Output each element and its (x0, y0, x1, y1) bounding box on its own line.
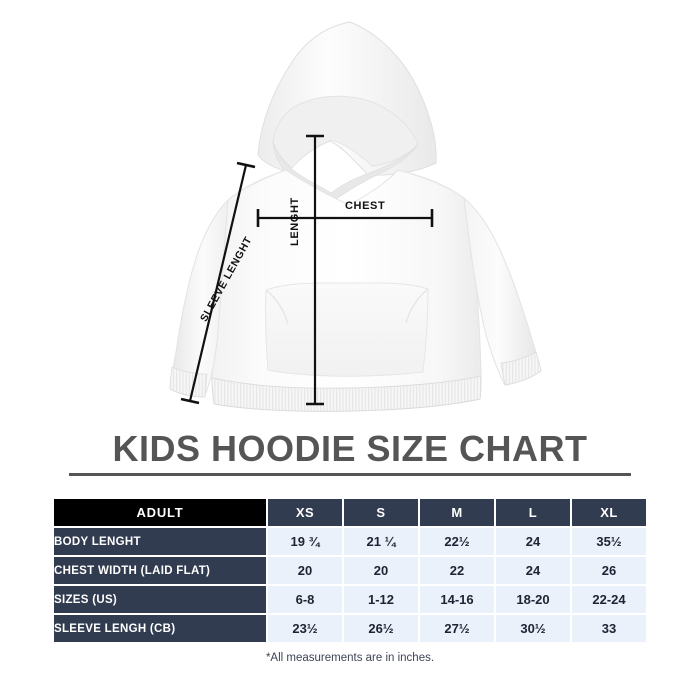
cell-body-length-l: 24 (496, 528, 570, 555)
cell-sizes-us-l: 18-20 (496, 586, 570, 613)
header-adult: ADULT (54, 499, 266, 526)
header-size-xs: XS (268, 499, 342, 526)
row-label-body-length: BODY LENGHT (54, 528, 266, 555)
cell-sizes-us-xs: 6-8 (268, 586, 342, 613)
table-header-row: ADULT XS S M L XL (54, 499, 646, 526)
cell-chest-width-s: 20 (344, 557, 418, 584)
title-block: KIDS HOODIE SIZE CHART (0, 428, 700, 476)
cell-sizes-us-s: 1-12 (344, 586, 418, 613)
title-underline (69, 473, 631, 476)
table-row: BODY LENGHT 19 ¾ 21 ¼ 22½ 24 35½ (54, 528, 646, 555)
table-row: SLEEVE LENGH (CB) 23½ 26½ 27½ 30½ 33 (54, 615, 646, 642)
length-dimension-label: LENGHT (289, 197, 301, 246)
kangaroo-pocket (265, 282, 429, 377)
size-chart-table: ADULT XS S M L XL BODY LENGHT 19 ¾ 21 ¼ … (52, 497, 648, 644)
right-cuff (500, 351, 542, 386)
header-size-l: L (496, 499, 570, 526)
bottom-hem (211, 375, 482, 412)
chest-dimension-label: CHEST (345, 200, 386, 212)
cell-chest-width-l: 24 (496, 557, 570, 584)
left-shoulder-seam (227, 169, 287, 201)
length-measure-line (306, 134, 324, 406)
row-label-sizes-us: SIZES (US) (54, 586, 266, 613)
hoodie-illustration: CHEST LENGHT SLEEVE LENGHT (169, 21, 542, 412)
cell-sleeve-length-l: 30½ (496, 615, 570, 642)
cell-sizes-us-m: 14-16 (420, 586, 494, 613)
hoodie-drawing (169, 21, 542, 412)
cell-body-length-xl: 35½ (572, 528, 646, 555)
cell-chest-width-m: 22 (420, 557, 494, 584)
size-chart-table-container: ADULT XS S M L XL BODY LENGHT 19 ¾ 21 ¼ … (52, 497, 648, 644)
cell-body-length-xs: 19 ¾ (268, 528, 342, 555)
right-shoulder-seam (397, 169, 465, 199)
pocket-left-opening (265, 289, 289, 325)
row-label-chest-width: CHEST WIDTH (LAID FLAT) (54, 557, 266, 584)
cell-body-length-s: 21 ¼ (344, 528, 418, 555)
sleeve-measure-line (180, 161, 256, 405)
cell-chest-width-xs: 20 (268, 557, 342, 584)
cell-sleeve-length-s: 26½ (344, 615, 418, 642)
cell-sizes-us-xl: 22-24 (572, 586, 646, 613)
pocket-right-opening (405, 288, 429, 324)
table-row: CHEST WIDTH (LAID FLAT) 20 20 22 24 26 (54, 557, 646, 584)
table-row: SIZES (US) 6-8 1-12 14-16 18-20 22-24 (54, 586, 646, 613)
cell-sleeve-length-xl: 33 (572, 615, 646, 642)
cell-body-length-m: 22½ (420, 528, 494, 555)
cell-sleeve-length-xs: 23½ (268, 615, 342, 642)
cell-sleeve-length-m: 27½ (420, 615, 494, 642)
measurement-footnote: *All measurements are in inches. (265, 652, 435, 664)
header-size-m: M (420, 499, 494, 526)
row-label-sleeve-length: SLEEVE LENGH (CB) (54, 615, 266, 642)
header-size-xl: XL (572, 499, 646, 526)
chest-measure-line (256, 209, 434, 227)
left-cuff (169, 366, 208, 398)
header-size-s: S (344, 499, 418, 526)
cell-chest-width-xl: 26 (572, 557, 646, 584)
page-title: KIDS HOODIE SIZE CHART (112, 428, 588, 469)
